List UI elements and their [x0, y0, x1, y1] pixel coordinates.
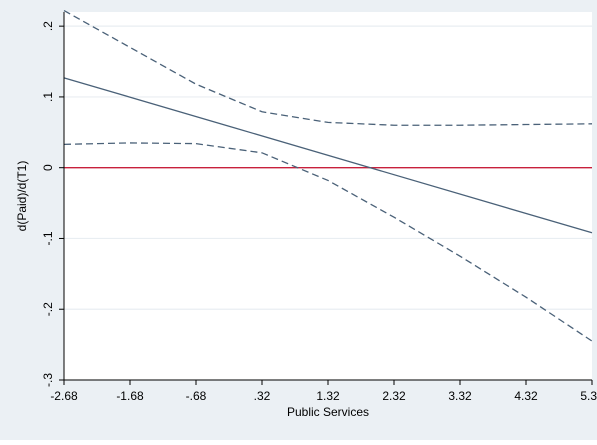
y-tick-label: -.2: [41, 302, 55, 316]
x-tick-label: 1.32: [316, 389, 340, 403]
x-tick-label: 4.32: [514, 389, 538, 403]
marginal-effect-line: [63, 77, 593, 234]
x-tick-label: -2.68: [50, 389, 78, 403]
x-axis-title: Public Services: [287, 405, 369, 419]
upper-confidence-line: [63, 10, 593, 126]
y-tick-label: -.3: [41, 373, 55, 387]
x-tick-label: 5.32: [580, 389, 597, 403]
y-tick-label: .2: [41, 21, 55, 31]
y-tick-label: 0: [41, 164, 55, 171]
x-tick-label: 2.32: [382, 389, 406, 403]
x-tick-label: 3.32: [448, 389, 472, 403]
x-tick-label: -1.68: [116, 389, 144, 403]
x-tick-label: -.68: [186, 389, 207, 403]
plot-area: [64, 12, 592, 380]
x-tick-label: .32: [254, 389, 271, 403]
y-axis-title: d(Paid)/d(T1): [15, 161, 29, 232]
lower-confidence-line: [63, 142, 593, 342]
y-tick-label: -.1: [41, 231, 55, 245]
y-tick-label: .1: [41, 92, 55, 102]
